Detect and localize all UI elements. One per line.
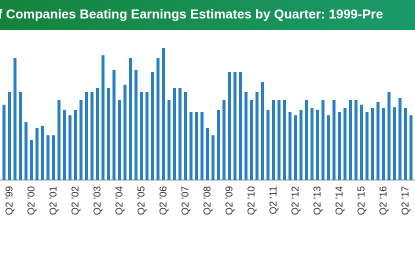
bar [371,108,374,180]
bar [382,108,385,180]
bar [189,112,193,180]
bar [107,88,110,180]
bar [376,102,380,180]
bar [393,107,396,180]
bar [19,92,22,180]
x-tick-label: Q2 '17 [401,186,412,216]
bar [360,104,363,180]
bar [354,100,358,180]
bar [365,112,369,180]
bar [145,92,149,180]
bar [327,115,330,180]
bar [255,92,259,180]
x-tick-label: Q2 '12 [291,186,302,216]
bar [52,135,55,180]
bar [173,88,176,180]
bar [398,98,402,180]
bar [24,122,28,180]
bar [332,100,336,180]
bar [167,100,171,180]
bar [13,58,17,180]
bar [283,100,286,180]
bar [316,110,319,180]
bar [338,112,341,180]
bar [85,92,88,180]
x-tick-label: Q2 '06 [159,186,170,216]
bar [101,55,105,181]
bar [299,110,303,180]
bar [30,140,33,180]
bar [250,100,253,180]
bar [387,92,391,180]
x-tick-label: Q2 '10 [247,186,258,216]
bar [239,72,242,180]
bar [96,88,99,180]
bar [288,112,292,180]
x-tick-label: Q2 '15 [357,186,368,216]
chart-title: f Companies Beating Earnings Estimates b… [0,6,383,21]
bar [228,72,231,180]
bar [151,72,154,180]
bar [217,110,220,180]
bar [343,108,347,180]
bar [8,92,11,180]
bar [244,92,248,180]
bar [118,100,121,180]
bar [200,112,204,180]
bar [134,70,138,180]
bar [233,72,237,180]
bar [74,110,77,180]
x-tick-label: Q2 '11 [269,186,280,215]
bar [261,82,264,180]
bar [195,112,198,180]
bar [211,135,215,180]
bar [206,128,209,180]
x-tick-label: Q2 '07 [181,186,192,216]
x-tick-label: Q2 '03 [93,186,104,216]
bar [63,110,66,180]
bar [310,108,314,180]
x-tick-label: Q2 '04 [115,186,126,216]
x-tick-label: Q2 '09 [225,186,236,216]
x-tick-label: Q2 '16 [379,186,390,216]
bar [57,100,61,180]
bar [266,110,270,180]
bar [178,88,182,180]
x-tick-label: Q2 '13 [313,186,324,216]
x-tick-label: Q2 '02 [71,186,82,216]
bar [305,100,308,180]
bar [272,100,275,180]
bar [277,100,281,180]
bar [349,100,352,180]
x-tick-label: Q2 '14 [335,186,346,216]
bar [156,58,160,180]
bar [90,92,94,180]
x-tick-label: Q2 '08 [203,186,214,216]
bar [79,100,83,180]
bar [222,100,226,180]
x-tick-label: Q2 '05 [137,186,148,216]
bar [404,108,407,180]
bar [41,126,44,180]
x-tick-label: Q2 '99 [5,186,16,216]
x-tick-label: Q2 '01 [49,186,60,216]
bar [112,70,116,180]
bar [35,128,39,180]
bar [2,104,6,180]
bar [321,100,325,180]
bar [294,115,297,180]
bar [129,58,132,180]
bar [162,48,165,180]
bar [68,115,72,180]
x-tick-label: Q2 '00 [27,186,38,216]
title-bar [0,0,415,30]
bar [409,115,413,180]
bar [184,92,187,180]
bar [140,92,143,180]
bar [123,84,127,180]
bar [46,135,50,180]
